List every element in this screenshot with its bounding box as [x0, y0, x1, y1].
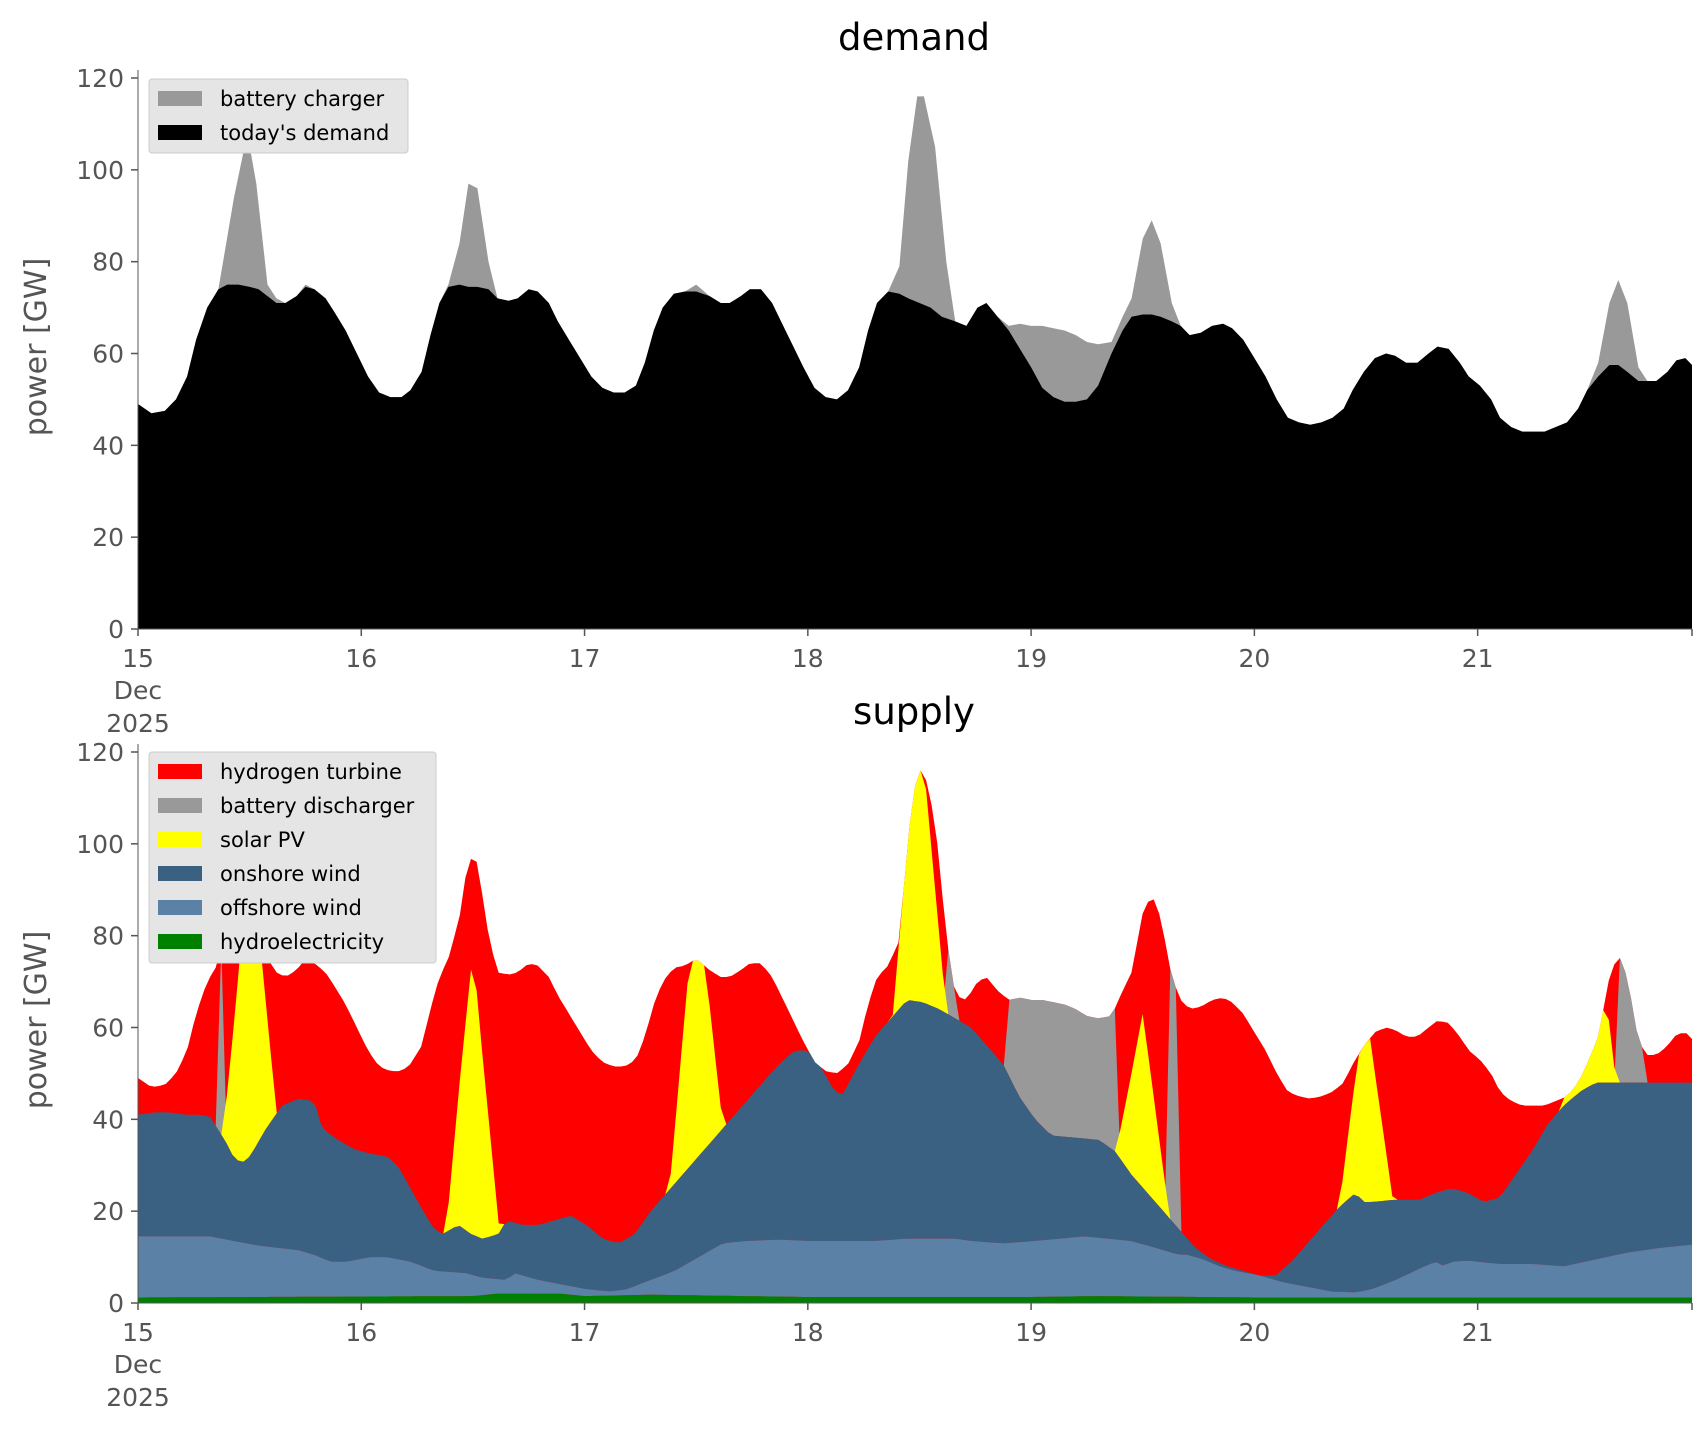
demand-x-tick-label: 18: [792, 644, 824, 673]
supply-series-areas: [138, 770, 1692, 1303]
supply-y-tick-label: 80: [92, 922, 124, 951]
supply-y-axis-title: power [GW]: [19, 931, 54, 1110]
demand-series-areas: [138, 96, 1692, 629]
demand-x-tick-label: 16: [345, 644, 377, 673]
demand-y-tick-label: 80: [92, 248, 124, 277]
legend-label-solar-pv: solar PV: [220, 828, 305, 852]
demand-x-axis: 15 Dec 2025 16 17 18 19 20 21: [106, 628, 1693, 738]
legend-swatch-offshore-wind: [158, 900, 202, 915]
legend-swatch-solar-pv: [158, 832, 202, 847]
supply-y-tick-label: 60: [92, 1014, 124, 1043]
demand-x-tick-label: 17: [569, 644, 601, 673]
legend-label-offshore-wind: offshore wind: [220, 896, 362, 920]
demand-y-tick-label: 100: [76, 156, 124, 185]
supply-x-tick-sublabel: 2025: [106, 1383, 170, 1412]
supply-y-tick-label: 100: [76, 830, 124, 859]
legend-swatch-hydrogen-turbine: [158, 764, 202, 779]
supply-x-tick-label: 16: [345, 1318, 377, 1347]
supply-x-tick-label: 15: [122, 1318, 154, 1347]
supply-y-tick-label: 0: [108, 1289, 124, 1318]
supply-x-tick-label: 17: [569, 1318, 601, 1347]
supply-x-tick-label: 18: [792, 1318, 824, 1347]
legend-label-hydroelectricity: hydroelectricity: [220, 930, 384, 954]
demand-legend: battery charger today's demand: [148, 78, 409, 154]
supply-legend: hydrogen turbine battery discharger sola…: [148, 751, 437, 964]
supply-x-tick-sublabel: Dec: [114, 1350, 162, 1379]
supply-x-tick-label: 20: [1238, 1318, 1270, 1347]
area-hydroelectricity: [138, 1293, 1692, 1303]
legend-swatch-onshore-wind: [158, 866, 202, 881]
supply-x-tick-label: 21: [1462, 1318, 1494, 1347]
demand-y-axis: 0 20 40 60 80 100 120: [76, 64, 139, 644]
supply-legend-frame: [148, 751, 437, 964]
demand-y-tick-label: 20: [92, 523, 124, 552]
demand-y-tick-label: 40: [92, 431, 124, 460]
area-offshore-wind: [138, 1236, 1692, 1298]
demand-x-tick-label: 20: [1238, 644, 1270, 673]
supply-y-axis: 0 20 40 60 80 100 120: [76, 738, 139, 1318]
area-solar-pv: [138, 770, 1692, 1276]
demand-y-tick-label: 0: [108, 615, 124, 644]
area-today-s-demand: [138, 284, 1692, 629]
demand-x-tick-label: 21: [1462, 644, 1494, 673]
demand-chart-title: demand: [838, 16, 990, 59]
legend-label-todays-demand: today's demand: [220, 121, 389, 145]
supply-y-tick-label: 120: [76, 738, 124, 767]
demand-x-tick-sublabel: Dec: [114, 676, 162, 705]
demand-y-tick-label: 120: [76, 64, 124, 93]
legend-swatch-hydroelectricity: [158, 934, 202, 949]
area-onshore-wind: [138, 1000, 1692, 1293]
supply-y-tick-label: 20: [92, 1197, 124, 1226]
legend-swatch-battery-discharger: [158, 798, 202, 813]
legend-swatch-todays-demand: [158, 125, 202, 140]
supply-y-tick-label: 40: [92, 1105, 124, 1134]
supply-x-axis: 15 Dec 2025 16 17 18 19 20 21: [106, 1302, 1693, 1412]
legend-label-onshore-wind: onshore wind: [220, 862, 361, 886]
supply-x-tick-label: 19: [1015, 1318, 1047, 1347]
supply-chart: supply power [GW] 0 20 40 60 80 100 120 15 Dec 2…: [19, 690, 1693, 1412]
demand-chart: demand power [GW] 0 20 40 60 80 100 120 15 Dec 2…: [19, 16, 1693, 738]
demand-x-tick-label: 15: [122, 644, 154, 673]
demand-x-tick-sublabel: 2025: [106, 709, 170, 738]
legend-label-hydrogen-turbine: hydrogen turbine: [220, 760, 402, 784]
demand-y-tick-label: 60: [92, 340, 124, 369]
demand-x-tick-label: 19: [1015, 644, 1047, 673]
legend-label-battery-charger: battery charger: [220, 87, 385, 111]
supply-chart-title: supply: [853, 690, 975, 733]
legend-label-battery-discharger: battery discharger: [220, 794, 415, 818]
legend-swatch-battery-charger: [158, 91, 202, 106]
demand-legend-frame: [148, 78, 409, 154]
demand-y-axis-title: power [GW]: [19, 258, 54, 437]
